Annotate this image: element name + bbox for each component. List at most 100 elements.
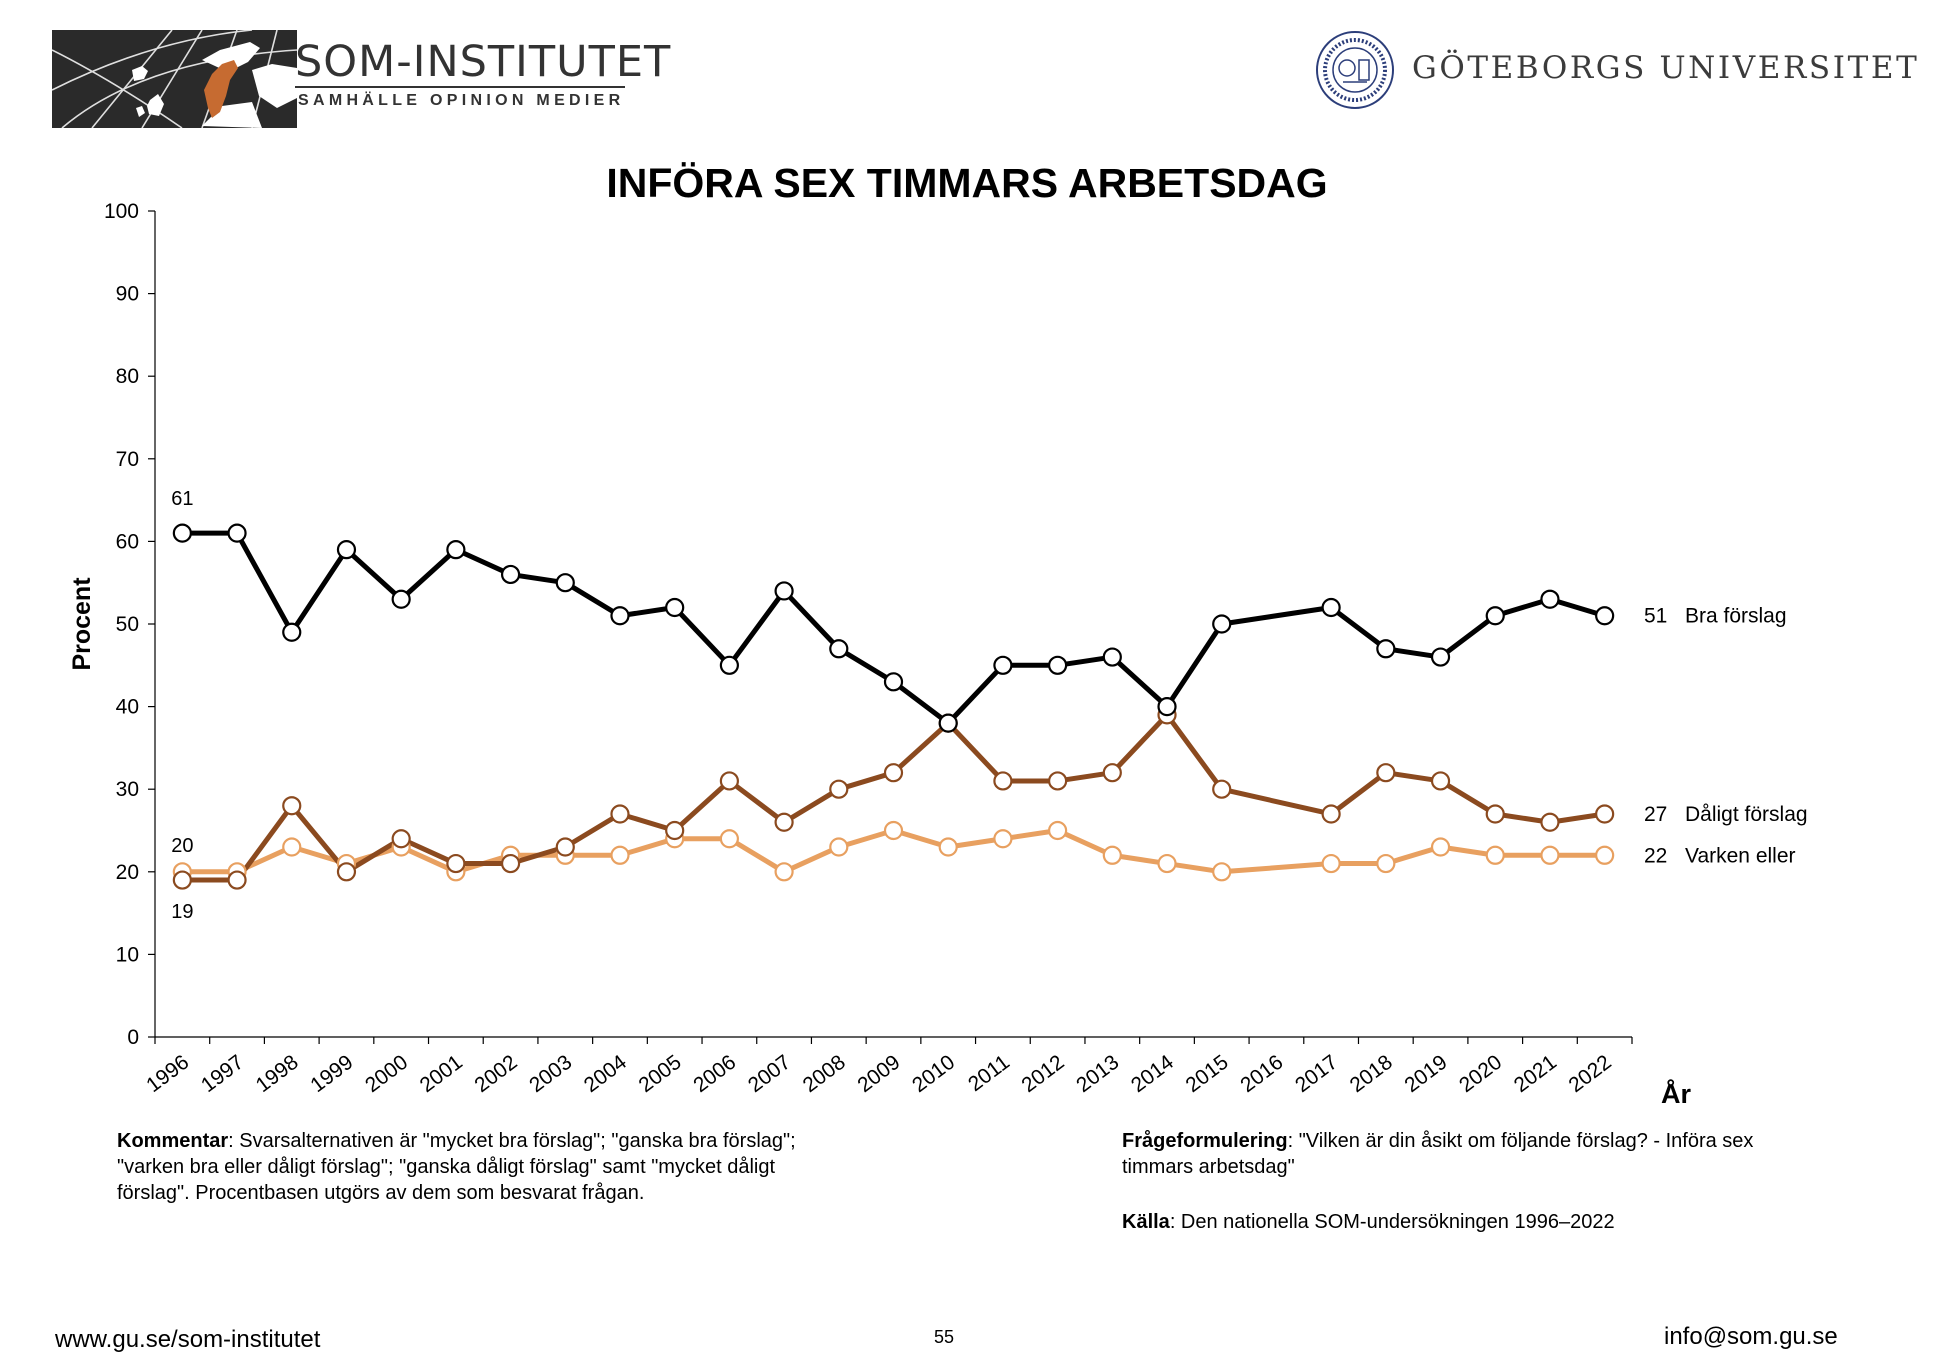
x-tick-label: 2004 — [580, 1050, 631, 1097]
data-point — [336, 540, 357, 560]
data-point — [1212, 614, 1232, 634]
data-point — [1157, 853, 1177, 874]
gu-logo: GÖTEBORGS UNIVERSITET — [1315, 30, 1917, 110]
data-point — [1540, 812, 1560, 832]
data-point — [391, 829, 411, 849]
y-tick-label: 60 — [116, 530, 139, 553]
question-label: Frågeformulering — [1122, 1130, 1288, 1152]
footer-email[interactable]: info@som.gu.se — [1664, 1323, 1838, 1350]
y-tick-label: 100 — [104, 200, 139, 223]
x-tick-label: 2021 — [1510, 1051, 1561, 1097]
data-point — [1321, 853, 1341, 874]
x-tick-label: 2003 — [525, 1051, 576, 1097]
source-text: : Den nationella SOM-undersökningen 1996… — [1169, 1211, 1615, 1233]
source-note: Källa: Den nationella SOM-undersökningen… — [1122, 1209, 1822, 1235]
data-point — [1485, 845, 1505, 865]
sweden-icon — [204, 60, 238, 118]
series-line-1 — [182, 712, 1606, 883]
y-tick-label: 70 — [116, 448, 139, 471]
data-point — [1376, 853, 1396, 874]
data-point — [1430, 647, 1451, 667]
chart-series — [172, 523, 1615, 890]
x-tick-label: 2020 — [1455, 1051, 1506, 1097]
y-tick-label: 0 — [127, 1026, 139, 1049]
y-tick-label: 40 — [116, 696, 139, 719]
series-line-0 — [182, 530, 1606, 726]
footer-website[interactable]: www.gu.se/som-institutet — [55, 1326, 321, 1353]
som-subtitle: SAMHÄLLE OPINION MEDIER — [298, 92, 625, 109]
data-point — [993, 655, 1013, 675]
x-tick-label: 2013 — [1072, 1051, 1123, 1097]
y-tick-label: 80 — [116, 365, 139, 388]
som-divider — [295, 86, 625, 88]
x-tick-label: 2010 — [908, 1051, 959, 1097]
som-institutet-logo: SOM-INSTITUTET SAMHÄLLE OPINION MEDIER — [52, 30, 670, 128]
data-point — [1595, 845, 1615, 865]
data-point — [1102, 647, 1122, 667]
comment-note: Kommentar: Svarsalternativen är "mycket … — [117, 1128, 817, 1206]
data-point — [500, 853, 521, 874]
chart-labels: 61 20 19 51 Bra förslag 27 Dåligt förslag 22 Var… — [171, 488, 1807, 923]
x-tick-label: 2000 — [361, 1051, 412, 1097]
x-tick-label: 2022 — [1565, 1051, 1616, 1097]
y-tick-label: 30 — [116, 778, 139, 801]
x-tick-label: 1997 — [197, 1051, 248, 1097]
x-tick-label: 2005 — [635, 1051, 686, 1097]
data-point — [774, 862, 794, 882]
data-point — [1048, 820, 1068, 841]
data-point — [829, 779, 849, 799]
data-point — [1157, 696, 1177, 717]
x-tick-label: 2019 — [1400, 1051, 1451, 1097]
data-point — [1048, 655, 1068, 675]
europe-map-icon — [52, 30, 297, 128]
data-point — [1540, 845, 1560, 865]
data-point — [610, 804, 630, 824]
data-point — [665, 820, 685, 841]
x-axis-title: År — [1661, 1078, 1691, 1109]
data-point — [719, 771, 739, 791]
x-tick-label: 1996 — [142, 1051, 193, 1097]
source-label: Källa — [1122, 1211, 1170, 1233]
data-point — [282, 796, 302, 816]
data-point — [993, 829, 1013, 849]
data-point — [1485, 804, 1505, 824]
data-point — [1212, 862, 1232, 882]
data-point — [774, 812, 794, 832]
x-tick-label: 2014 — [1127, 1050, 1178, 1097]
comment-text: : Svarsalternativen är "mycket bra försl… — [117, 1130, 796, 1204]
question-note: Frågeformulering: "Vilken är din åsikt o… — [1122, 1128, 1822, 1180]
series-name-label: Varken eller — [1685, 844, 1796, 867]
x-tick-label: 2007 — [744, 1051, 795, 1097]
data-point — [1212, 779, 1232, 799]
data-point — [1376, 763, 1396, 783]
end-value-label: 27 — [1644, 803, 1667, 826]
data-point — [719, 655, 739, 675]
data-point — [1376, 639, 1396, 659]
data-point — [227, 523, 247, 543]
data-point — [391, 589, 411, 609]
data-point — [1102, 763, 1122, 783]
data-point — [938, 837, 958, 857]
end-value-label: 51 — [1644, 605, 1667, 628]
series-name-label: Bra förslag — [1685, 605, 1787, 628]
data-point — [227, 870, 247, 890]
data-point — [1430, 771, 1451, 791]
series-name-label: Dåligt förslag — [1685, 803, 1808, 826]
start-label: 61 — [171, 488, 193, 510]
university-seal-icon — [1316, 31, 1394, 109]
y-tick-label: 20 — [116, 861, 139, 884]
start-label: 19 — [171, 901, 193, 923]
data-point — [555, 837, 575, 857]
x-tick-label: 2009 — [853, 1051, 904, 1097]
x-tick-label: 2002 — [470, 1051, 521, 1097]
data-point — [774, 581, 794, 601]
data-point — [938, 713, 958, 733]
x-tick-label: 2008 — [799, 1051, 850, 1097]
data-point — [610, 845, 630, 865]
comment-label: Kommentar — [117, 1130, 229, 1152]
chart-title: INFÖRA SEX TIMMARS ARBETSDAG — [606, 160, 1328, 206]
x-tick-label: 2018 — [1346, 1051, 1397, 1097]
x-tick-label: 2017 — [1291, 1051, 1342, 1097]
data-point — [446, 540, 466, 560]
